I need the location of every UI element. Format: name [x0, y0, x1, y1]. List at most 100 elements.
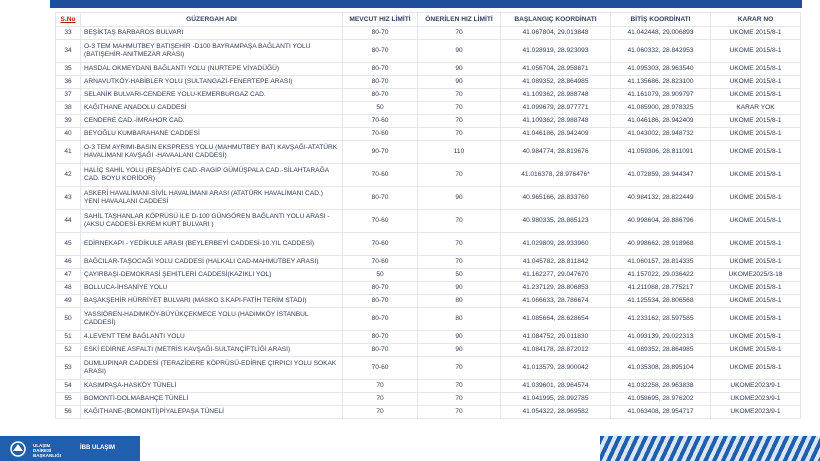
- cell: 70-60: [342, 232, 418, 256]
- route-name: SELANİK BULVARI-CENDERE YOLU-KEMERBURGAZ…: [80, 88, 343, 102]
- cell: UKOME 2015/8-1: [710, 39, 801, 63]
- cell: 70: [417, 26, 501, 40]
- cell: UKOME2025/3-18: [710, 268, 801, 282]
- cell: 70: [417, 127, 501, 141]
- table-row: 39 CENDERE CAD.-İMRAHOR CAD. 70-60 70 41.109…: [55, 114, 801, 128]
- header-cell: GÜZERGAH ADI: [80, 12, 343, 27]
- table-row: 44 SAHİL TAŞHANLAR KÖPRÜSÜ İLE D-100 GÜNG…: [55, 209, 801, 233]
- cell: 41.211088, 28.775217: [610, 281, 711, 295]
- cell: 70-60: [342, 114, 418, 128]
- table-row: 48 BOLLUCA-İHSANİYE YOLU 80-70 90 41.237129,…: [55, 281, 801, 295]
- table-body: 33 BEŞİKTAŞ BARBAROS BULVARI 80-70 70 41.067…: [55, 26, 801, 419]
- cell: 41.084752, 29.011830: [500, 330, 611, 344]
- cell: 41.233162, 28.597585: [610, 307, 711, 331]
- cell: 40.998662, 28.918968: [610, 232, 711, 256]
- cell: 90-70: [342, 140, 418, 164]
- cell: 41.032258, 28.963838: [610, 379, 711, 393]
- route-name: HASDAL OKMEYDANI BAĞLANTI YOLU (NURTEPE …: [80, 62, 343, 76]
- route-name: ÇAYIRBAŞI-DEMOKRASİ ŞEHİTLERİ CADDESİ(KA…: [80, 268, 343, 282]
- route-name: DUMLUPINAR CADDESİ (TERAZİDERE KÖPRÜSÜ-E…: [80, 356, 343, 380]
- cell: 56: [55, 405, 81, 419]
- cell: UKOME 2015/8-1: [710, 356, 801, 380]
- cell: UKOME 2015/8-1: [710, 343, 801, 357]
- footer: ULAŞIM DAİRESİ BAŞKANLIĞI İBB ULAŞIM: [0, 436, 820, 461]
- table-row: 37 SELANİK BULVARI-CENDERE YOLU-KEMERBURG…: [55, 88, 801, 102]
- cell: 90: [417, 39, 501, 63]
- cell: 41.058695, 28.976202: [610, 392, 711, 406]
- route-name: BOLLUCA-İHSANİYE YOLU: [80, 281, 343, 295]
- cell: UKOME 2015/8-1: [710, 140, 801, 164]
- cell: 50: [342, 268, 418, 282]
- cell: 41.089352, 28.864985: [610, 343, 711, 357]
- cell: UKOME 2015/8-1: [710, 88, 801, 102]
- table-row: 46 BAĞCILAR-TAŞOCAĞI YOLU CADDESİ (HALKAL…: [55, 255, 801, 269]
- cell: 41.125534, 28.806568: [610, 294, 711, 308]
- cell: UKOME 2015/8-1: [710, 209, 801, 233]
- route-name: KAĞITHANE-(BOMONTİ)PİYALEPAŞA TÜNELİ: [80, 405, 343, 419]
- cell: 90: [417, 343, 501, 357]
- table-row: 52 ESKİ EDİRNE ASFALTI (METRİS KAVŞAĞI-SU…: [55, 343, 801, 357]
- header-row: S.No GÜZERGAH ADI MEVCUT HIZ LİMİTİ ÖNERİLE…: [55, 12, 801, 27]
- cell: 41.109362, 28.988748: [500, 114, 611, 128]
- cell: 55: [55, 392, 81, 406]
- table-row: 49 BAŞAKŞEHİR HÜRRİYET BULVARI (MASKO 3.K…: [55, 294, 801, 308]
- table-row: 56 KAĞITHANE-(BOMONTİ)PİYALEPAŞA TÜNELİ 70…: [55, 405, 801, 419]
- table-row: 51 4.LEVENT TEM BAĞLANTI YOLU 80-70 90 41.08…: [55, 330, 801, 344]
- table-row: 55 BOMONTİ-DOLMABAHÇE TÜNELİ 70 70 41.041995…: [55, 392, 801, 406]
- cell: 41.045782, 28.811842: [500, 255, 611, 269]
- cell: UKOME 2015/8-1: [710, 75, 801, 89]
- cell: 41.135686, 28.823100: [610, 75, 711, 89]
- cell: 41.085900, 28.978325: [610, 101, 711, 115]
- cell: 70-60: [342, 163, 418, 187]
- cell: 40.965166, 28.833760: [500, 186, 611, 210]
- table-row: 50 YASSIÖREN-HADIMKÖY-BÜYÜKÇEKMECE YOLU (…: [55, 307, 801, 331]
- cell: 50: [342, 101, 418, 115]
- cell: 41.041995, 28.992785: [500, 392, 611, 406]
- cell: 80-70: [342, 343, 418, 357]
- cell: UKOME2023/9-1: [710, 379, 801, 393]
- cell: 80-70: [342, 281, 418, 295]
- cell: 41.063408, 28.954717: [610, 405, 711, 419]
- cell: 70: [342, 392, 418, 406]
- table-row: 40 BEYOĞLU KUMBARAHANE CADDESİ 70-60 70 41.0…: [55, 127, 801, 141]
- cell: 41.161079, 28.909797: [610, 88, 711, 102]
- header-cell: ÖNERİLEN HIZ LİMİTİ: [417, 12, 501, 27]
- cell: 41.059306, 28.811091: [610, 140, 711, 164]
- route-name: BEŞİKTAŞ BARBAROS BULVARI: [80, 26, 343, 40]
- cell: 70: [342, 405, 418, 419]
- cell: 41.109362, 28.988748: [500, 88, 611, 102]
- cell: 50: [55, 307, 81, 331]
- cell: 80: [417, 294, 501, 308]
- cell: UKOME 2015/8-1: [710, 307, 801, 331]
- table-row: 54 KASIMPAŞA-HASKÖY TÜNELİ 70 70 41.039601, …: [55, 379, 801, 393]
- cell: 41.043002, 28.948732: [610, 127, 711, 141]
- cell: 41.085664, 28.628654: [500, 307, 611, 331]
- table-row: 41 O-3 TEM AYRIMI-BASIN EKSPRESS YOLU (MA…: [55, 140, 801, 164]
- cell: 48: [55, 281, 81, 295]
- table-row: 38 KAĞITHANE ANADOLU CADDESİ 50 70 41.099679…: [55, 101, 801, 115]
- cell: 80-70: [342, 186, 418, 210]
- cell: 41.084178, 28.872012: [500, 343, 611, 357]
- cell: 80-70: [342, 26, 418, 40]
- cell: 45: [55, 232, 81, 256]
- cell: 46: [55, 255, 81, 269]
- cell: 70: [417, 405, 501, 419]
- cell: 41.042448, 29.006893: [610, 26, 711, 40]
- cell: 41.046186, 28.942409: [500, 127, 611, 141]
- cell: 54: [55, 379, 81, 393]
- cell: 80-70: [342, 294, 418, 308]
- cell: 80-70: [342, 62, 418, 76]
- cell: UKOME2023/9-1: [710, 392, 801, 406]
- cell: 70: [417, 255, 501, 269]
- cell: 40.998604, 28.886796: [610, 209, 711, 233]
- cell: 41.067804, 29.013848: [500, 26, 611, 40]
- table-row: 34 O-3 TEM MAHMUTBEY BATIŞEHİR -D100 BAYR…: [55, 39, 801, 63]
- cell: 41.046186, 28.942409: [610, 114, 711, 128]
- cell: 41.035308, 28.895104: [610, 356, 711, 380]
- cell: 40.984774, 28.819676: [500, 140, 611, 164]
- cell: 41.089352, 28.864985: [500, 75, 611, 89]
- route-name: KASIMPAŞA-HASKÖY TÜNELİ: [80, 379, 343, 393]
- cell: UKOME 2015/8-1: [710, 186, 801, 210]
- cell: UKOME 2015/8-1: [710, 255, 801, 269]
